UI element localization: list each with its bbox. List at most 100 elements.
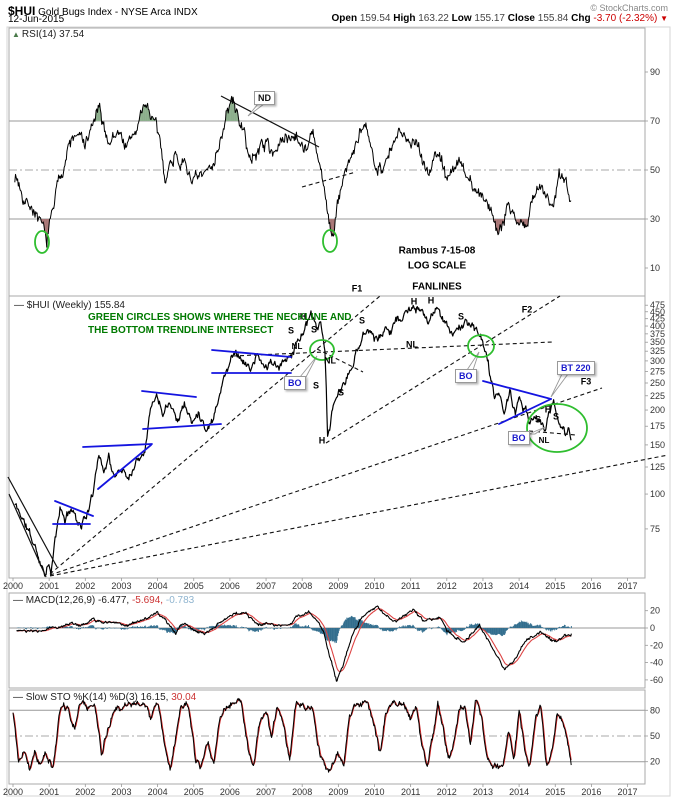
svg-text:2013: 2013 — [473, 581, 493, 591]
svg-text:2017: 2017 — [618, 787, 638, 797]
chart-header-line1: $HUI Gold Bugs Index - NYSE Arca INDX — [8, 2, 198, 20]
rsi-line — [14, 95, 572, 248]
svg-text:2007: 2007 — [256, 581, 276, 591]
svg-text:2011: 2011 — [401, 787, 420, 797]
green-circle-2 — [526, 403, 588, 453]
svg-text:2009: 2009 — [328, 787, 348, 797]
svg-text:75: 75 — [650, 524, 660, 534]
sto-k-line — [12, 697, 572, 773]
macd-panel-label: — MACD(12,26,9) -6.477, -5.694, -0.783 — [13, 595, 194, 606]
pattern-letter-s-13: S — [534, 414, 542, 425]
svg-text:2006: 2006 — [220, 787, 240, 797]
rsi-series — [14, 95, 572, 248]
svg-text:2012: 2012 — [437, 581, 457, 591]
lbl-macd-part-1: -5.694, — [129, 595, 164, 606]
sto-panel-label: — Slow STO %K(14) %D(3) 16.15, 30.04 — [13, 692, 196, 703]
solid-trendline-1 — [8, 493, 47, 578]
svg-text:2016: 2016 — [581, 581, 601, 591]
blue-trendline-4 — [141, 390, 197, 398]
blue-trendline-8 — [482, 380, 552, 400]
svg-text:2003: 2003 — [111, 581, 131, 591]
svg-text:2001: 2001 — [39, 581, 59, 591]
change-down-arrow-icon: ▼ — [660, 14, 668, 23]
svg-text:2005: 2005 — [184, 787, 204, 797]
callout-tail-2 — [528, 426, 546, 435]
svg-text:2005: 2005 — [184, 581, 204, 591]
callout-bt220-3: BT 220 — [557, 361, 595, 375]
svg-text:450: 450 — [650, 307, 665, 317]
quote-value-chg: -3.70 (-2.32%) — [593, 13, 661, 24]
pattern-letter-s-15: S — [552, 411, 560, 422]
indicator-icon: ▲ — [12, 30, 20, 39]
quote-label-low: Low — [451, 13, 475, 24]
svg-text:20: 20 — [650, 606, 660, 616]
dashed-trendline-4 — [232, 341, 553, 357]
green-circle-1 — [467, 334, 495, 358]
macd-panel-box — [8, 592, 646, 689]
svg-text:30: 30 — [650, 214, 660, 224]
blue-trendline-9 — [498, 398, 552, 425]
pattern-letter-h-14: H — [544, 404, 552, 415]
callout-bo-1: BO — [455, 369, 477, 383]
chart-note-2: FANLINES — [412, 281, 462, 293]
macd-line — [16, 605, 572, 682]
pattern-letter-f3-19: F3 — [580, 376, 592, 387]
quote-value-high: 163.22 — [418, 13, 452, 24]
svg-text:0: 0 — [650, 623, 655, 633]
solid-trendline-0 — [7, 476, 58, 568]
price-panel-label: — $HUI (Weekly) 155.84 — [14, 300, 125, 311]
pattern-letter-f2-18: F2 — [521, 304, 533, 315]
svg-text:-20: -20 — [650, 640, 663, 650]
green-circle-4 — [322, 229, 338, 253]
solid-trendline-2 — [220, 95, 320, 148]
blue-trendline-5 — [142, 423, 222, 430]
svg-text:2007: 2007 — [256, 787, 276, 797]
quote-value-open: 159.54 — [359, 13, 394, 24]
pattern-letter-h-10: H — [427, 295, 435, 306]
svg-text:90: 90 — [650, 67, 660, 77]
svg-text:50: 50 — [650, 731, 660, 741]
svg-text:2010: 2010 — [364, 787, 384, 797]
svg-text:2013: 2013 — [473, 787, 493, 797]
price-series — [14, 304, 572, 577]
quote-label-chg: Chg — [571, 13, 594, 24]
svg-text:2000: 2000 — [3, 581, 23, 591]
svg-text:2002: 2002 — [75, 581, 95, 591]
svg-text:80: 80 — [650, 705, 660, 715]
svg-text:350: 350 — [650, 337, 665, 347]
panel-frames — [6, 26, 671, 797]
green-circle-3 — [34, 230, 50, 254]
pattern-letter-h-9: H — [410, 296, 418, 307]
chart-note-0: Rambus 7-15-08 — [398, 245, 476, 257]
pattern-letter-s-5: S — [312, 380, 320, 391]
pattern-letter-nl-16: NL — [538, 436, 550, 445]
svg-text:225: 225 — [650, 391, 665, 401]
sto-series — [12, 697, 572, 773]
blue-trendline-3 — [97, 444, 152, 490]
price-line — [14, 304, 572, 577]
svg-text:2006: 2006 — [220, 581, 240, 591]
svg-text:100: 100 — [650, 489, 665, 499]
svg-text:2010: 2010 — [364, 581, 384, 591]
svg-text:125: 125 — [650, 462, 665, 472]
lbl-macd-part-2: -0.783 — [163, 595, 195, 606]
lbl-sto-part-0: — Slow STO %K(14) %D(3) 16.15, — [13, 692, 169, 703]
svg-text:200: 200 — [650, 405, 665, 415]
lbl-price-part-0: — $HUI (Weekly) 155.84 — [14, 300, 125, 311]
ticker-symbol: $HUI — [8, 4, 36, 18]
pattern-letter-s-1: S — [287, 325, 295, 336]
quote-value-close: 155.84 — [537, 13, 572, 24]
svg-text:2014: 2014 — [509, 581, 529, 591]
blue-trendline-6 — [211, 349, 292, 358]
price-panel-box — [8, 295, 646, 579]
svg-text:425: 425 — [650, 314, 665, 324]
svg-text:2008: 2008 — [292, 581, 312, 591]
lbl-sto-part-1: 30.04 — [168, 692, 197, 703]
lbl-rsi-part-0: RSI(14) 37.54 — [21, 29, 85, 40]
svg-text:275: 275 — [650, 366, 665, 376]
svg-text:2003: 2003 — [111, 787, 131, 797]
